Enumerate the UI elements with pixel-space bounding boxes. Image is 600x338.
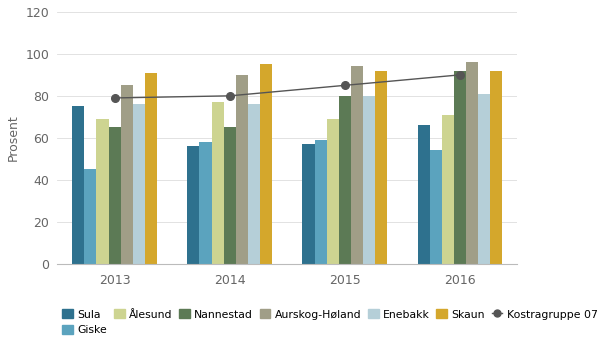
Bar: [133, 104, 145, 264]
Bar: [97, 119, 109, 264]
Bar: [109, 127, 121, 264]
Bar: [442, 115, 454, 264]
Bar: [454, 71, 466, 264]
Bar: [260, 64, 272, 264]
Bar: [302, 144, 314, 264]
Bar: [430, 150, 442, 264]
Kostragruppe 07: [226, 94, 233, 98]
Bar: [72, 106, 85, 264]
Bar: [236, 75, 248, 264]
Bar: [121, 86, 133, 264]
Kostragruppe 07: [341, 83, 349, 88]
Bar: [187, 146, 199, 264]
Bar: [478, 94, 490, 264]
Bar: [85, 169, 97, 264]
Legend: Sula, Giske, Ålesund, Nannestad, Aurskog-Høland, Enebakk, Skaun, Kostragruppe 07: Sula, Giske, Ålesund, Nannestad, Aurskog…: [62, 309, 598, 335]
Bar: [466, 62, 478, 264]
Bar: [145, 73, 157, 264]
Bar: [199, 142, 212, 264]
Bar: [314, 140, 326, 264]
Bar: [212, 102, 224, 264]
Bar: [224, 127, 236, 264]
Y-axis label: Prosent: Prosent: [7, 115, 20, 161]
Kostragruppe 07: [111, 96, 118, 100]
Bar: [351, 67, 363, 264]
Bar: [418, 125, 430, 264]
Bar: [363, 96, 375, 264]
Bar: [490, 71, 502, 264]
Bar: [248, 104, 260, 264]
Bar: [339, 96, 351, 264]
Bar: [326, 119, 339, 264]
Line: Kostragruppe 07: Kostragruppe 07: [111, 71, 464, 102]
Bar: [375, 71, 387, 264]
Kostragruppe 07: [457, 73, 464, 77]
